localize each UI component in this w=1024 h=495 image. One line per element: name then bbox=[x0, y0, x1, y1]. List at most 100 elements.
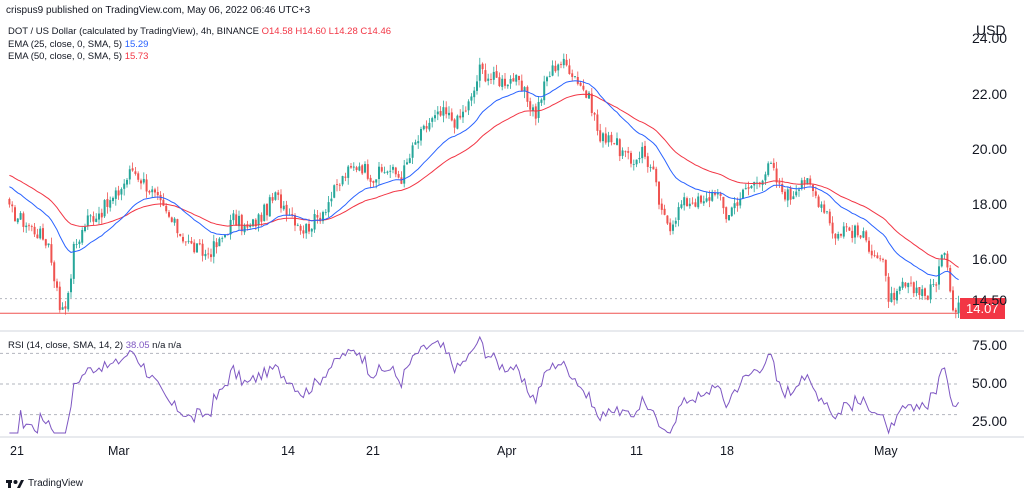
candle-body bbox=[277, 192, 280, 195]
candle-body bbox=[940, 254, 943, 267]
candle-body bbox=[879, 258, 882, 260]
candle-body bbox=[837, 234, 840, 239]
candle-body bbox=[274, 192, 277, 200]
candle-body bbox=[708, 197, 711, 201]
candle-body bbox=[425, 126, 428, 129]
candle-body bbox=[117, 190, 120, 196]
candle-body bbox=[182, 236, 184, 242]
candle-body bbox=[165, 205, 168, 212]
candle-body bbox=[887, 276, 890, 302]
candle-body bbox=[842, 226, 845, 237]
candle-body bbox=[417, 141, 420, 144]
candle-body bbox=[870, 250, 873, 256]
candle-body bbox=[792, 196, 795, 200]
candle-body bbox=[361, 165, 364, 174]
candle-body bbox=[95, 218, 98, 222]
candle-body bbox=[593, 113, 596, 115]
currency-label[interactable]: USD bbox=[976, 22, 1006, 38]
candle-body bbox=[590, 93, 593, 113]
candle-body bbox=[19, 213, 22, 220]
candle-body bbox=[252, 219, 254, 227]
candle-body bbox=[285, 204, 288, 216]
candle-body bbox=[795, 191, 798, 196]
candle-body bbox=[730, 207, 733, 216]
rsi-legend[interactable]: RSI (14, close, SMA, 14, 2) 38.05 n/a n/… bbox=[8, 340, 181, 351]
candle-body bbox=[257, 214, 260, 226]
candle-body bbox=[364, 163, 366, 173]
time-tick-label: 18 bbox=[720, 444, 734, 458]
symbol-legend[interactable]: DOT / US Dollar (calculated by TradingVi… bbox=[8, 26, 391, 37]
candle-body bbox=[198, 243, 201, 245]
candle-body bbox=[918, 286, 921, 296]
candle-body bbox=[190, 240, 193, 244]
candle-body bbox=[646, 156, 649, 167]
candle-body bbox=[520, 80, 523, 91]
candle-body bbox=[56, 281, 58, 288]
candle-body bbox=[490, 79, 492, 80]
candle-body bbox=[630, 152, 632, 164]
candle-body bbox=[831, 222, 834, 234]
candle-body bbox=[64, 306, 67, 309]
candle-body bbox=[772, 162, 775, 168]
candle-body bbox=[921, 289, 924, 296]
candle-body bbox=[498, 77, 501, 87]
rsi-line bbox=[9, 335, 960, 435]
time-tick-label: 21 bbox=[366, 444, 380, 458]
candle-body bbox=[372, 181, 375, 183]
candle-body bbox=[53, 262, 56, 282]
candle-body bbox=[602, 133, 604, 142]
candle-body bbox=[548, 76, 551, 77]
candle-body bbox=[540, 99, 543, 103]
candle-body bbox=[481, 63, 484, 70]
candle-body bbox=[705, 198, 708, 202]
ema25-legend[interactable]: EMA (25, close, 0, SMA, 5) 15.29 bbox=[8, 39, 148, 50]
candle-body bbox=[137, 173, 140, 180]
candle-body bbox=[509, 78, 512, 84]
candle-body bbox=[644, 145, 646, 157]
candle-body bbox=[442, 107, 445, 116]
tradingview-logo[interactable]: TradingView bbox=[6, 478, 83, 489]
candle-body bbox=[238, 215, 240, 227]
candle-body bbox=[221, 237, 224, 239]
time-tick-label: 21 bbox=[10, 444, 24, 458]
price-tick-label: 20.00 bbox=[972, 140, 1008, 157]
candle-body bbox=[518, 75, 520, 81]
candle-body bbox=[683, 197, 686, 206]
candle-body bbox=[641, 146, 644, 159]
candle-body bbox=[663, 208, 666, 215]
candle-body bbox=[420, 129, 422, 141]
candle-body bbox=[814, 191, 817, 196]
candle-body bbox=[179, 233, 182, 236]
candle-body bbox=[8, 198, 11, 205]
candle-body bbox=[358, 166, 361, 171]
candle-body bbox=[576, 76, 579, 84]
time-tick-label: May bbox=[874, 444, 898, 458]
candle-body bbox=[893, 292, 896, 300]
candle-body bbox=[422, 125, 425, 130]
candle-body bbox=[739, 199, 742, 206]
candle-body bbox=[310, 228, 313, 232]
time-tick-label: Mar bbox=[108, 444, 130, 458]
candle-body bbox=[798, 189, 800, 191]
price-tick-label: 14.50 bbox=[972, 292, 1008, 309]
rsi-value: 38.05 bbox=[125, 340, 150, 351]
candle-body bbox=[70, 278, 72, 293]
candle-body bbox=[812, 184, 814, 192]
candle-body bbox=[282, 205, 285, 210]
candle-body bbox=[728, 215, 730, 220]
candle-body bbox=[686, 198, 688, 207]
candle-body bbox=[103, 200, 106, 217]
candle-body bbox=[378, 166, 380, 180]
candle-body bbox=[487, 78, 490, 81]
candle-body bbox=[414, 142, 417, 145]
candle-body bbox=[403, 165, 406, 184]
candle-body bbox=[467, 101, 470, 111]
candle-body bbox=[655, 168, 658, 183]
candle-body bbox=[546, 77, 548, 82]
candle-body bbox=[912, 282, 915, 294]
ema50-legend[interactable]: EMA (50, close, 0, SMA, 5) 15.73 bbox=[8, 51, 148, 62]
candle-body bbox=[694, 202, 697, 207]
candle-body bbox=[316, 215, 319, 218]
candle-body bbox=[666, 215, 669, 224]
